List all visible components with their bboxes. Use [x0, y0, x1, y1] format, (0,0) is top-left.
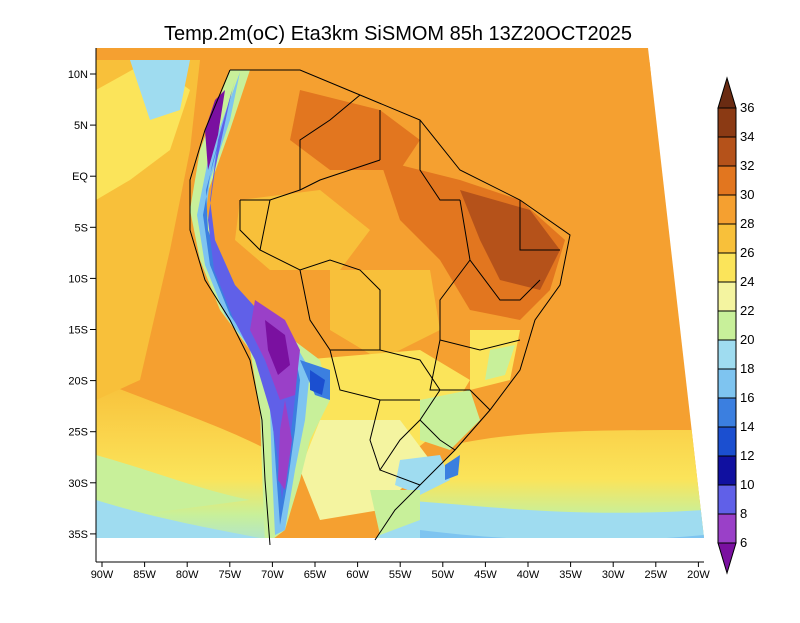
colorbar-segment	[717, 339, 737, 370]
colorbar-arrow-bottom	[717, 542, 737, 575]
colorbar-segment	[717, 397, 737, 428]
colorbar-segment	[717, 252, 737, 283]
colorbar-segment	[717, 194, 737, 225]
colorbar-segment	[717, 310, 737, 341]
colorbar-segment	[717, 484, 737, 515]
lon-label: 30W	[602, 569, 625, 581]
lon-label: 50W	[431, 569, 454, 581]
lon-label: 40W	[517, 569, 540, 581]
colorbar-label: 20	[740, 332, 754, 347]
lon-label: 35W	[559, 569, 582, 581]
lat-label: 25S	[68, 427, 88, 439]
lon-label: 20W	[687, 569, 710, 581]
colorbar-segment	[717, 165, 737, 196]
lon-label: 60W	[346, 569, 369, 581]
colorbar-label: 10	[740, 477, 754, 492]
lat-label: 15S	[68, 325, 88, 337]
lat-label: 35S	[68, 529, 88, 541]
lat-label: 5S	[75, 222, 88, 234]
colorbar-label: 12	[740, 448, 754, 463]
map-title: Temp.2m(oC) Eta3km SiSMOM 85h 13Z20OCT20…	[164, 23, 632, 45]
longitude-axis: 90W 85W 80W 75W 70W 65W 60W 55W 50W 45W 40W 35W 30W 2…	[91, 562, 710, 581]
lat-label: 30S	[68, 478, 88, 490]
colorbar-label: 34	[740, 129, 754, 144]
lon-label: 45W	[474, 569, 497, 581]
lat-label: EQ	[72, 171, 88, 183]
colorbar-segment	[717, 513, 737, 544]
lon-label: 85W	[133, 569, 156, 581]
latitude-axis: 10N 5N EQ 5S 10S 15S 20S 25S 30S 35S	[68, 69, 96, 541]
temperature-field	[96, 48, 704, 538]
colorbar-label: 24	[740, 274, 754, 289]
colorbar-segment	[717, 368, 737, 399]
lon-label: 90W	[91, 569, 114, 581]
colorbar-label: 14	[740, 419, 754, 434]
colorbar-segment	[717, 107, 737, 138]
colorbar-label: 30	[740, 187, 754, 202]
colorbar: 36 34 32 30 28 26 24 22 20 18 16 14 12 10 8 6	[717, 76, 754, 575]
colorbar-label: 26	[740, 245, 754, 260]
colorbar-label: 16	[740, 390, 754, 405]
colorbar-segment	[717, 223, 737, 254]
colorbar-label: 28	[740, 216, 754, 231]
lat-label: 10S	[68, 273, 88, 285]
colorbar-label: 8	[740, 506, 747, 521]
colorbar-arrow-top	[717, 76, 737, 109]
colorbar-label: 22	[740, 303, 754, 318]
colorbar-label: 32	[740, 158, 754, 173]
colorbar-label: 18	[740, 361, 754, 376]
lon-label: 75W	[218, 569, 241, 581]
lat-label: 20S	[68, 376, 88, 388]
lon-label: 55W	[389, 569, 412, 581]
lon-label: 80W	[176, 569, 199, 581]
colorbar-segment	[717, 455, 737, 486]
lat-label: 5N	[74, 120, 88, 132]
country-borders	[189, 69, 571, 546]
lon-label: 25W	[644, 569, 667, 581]
lon-label: 65W	[304, 569, 327, 581]
colorbar-segment	[717, 426, 737, 457]
colorbar-segment	[717, 281, 737, 312]
lon-label: 70W	[261, 569, 284, 581]
colorbar-segment	[717, 136, 737, 167]
lat-label: 10N	[68, 69, 88, 81]
colorbar-label: 6	[740, 535, 747, 550]
colorbar-label: 36	[740, 100, 754, 115]
